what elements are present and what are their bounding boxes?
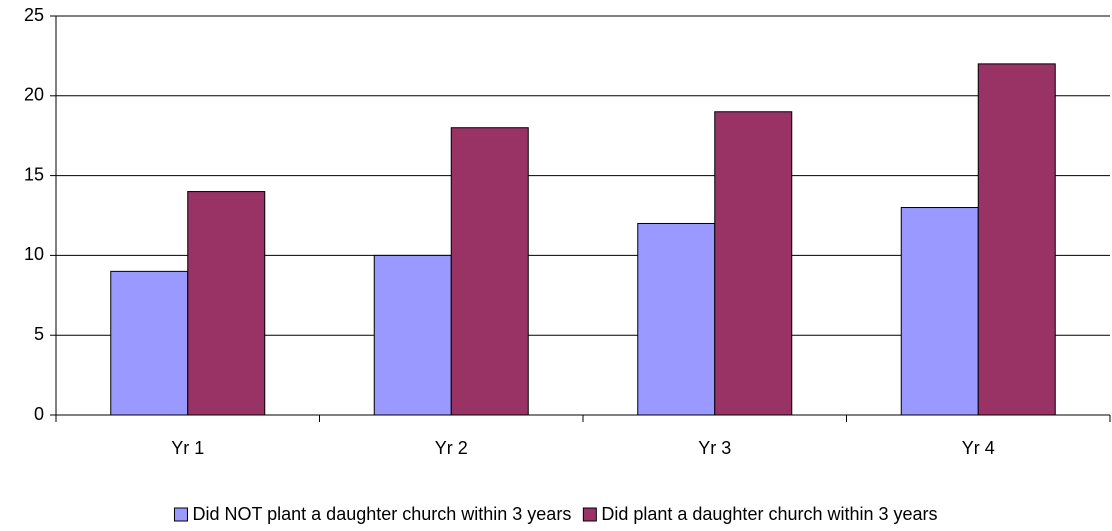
- bar: [450, 127, 529, 416]
- x-tick-label: Yr 4: [962, 438, 995, 458]
- y-tick-label: 0: [34, 404, 44, 424]
- y-tick-label: 10: [24, 244, 44, 264]
- y-tick-label: 25: [24, 5, 44, 25]
- bar: [900, 207, 979, 416]
- x-tick-label: Yr 1: [171, 438, 204, 458]
- x-tick-label: Yr 2: [435, 438, 468, 458]
- y-tick-label: 20: [24, 85, 44, 105]
- y-tick-label: 5: [34, 324, 44, 344]
- bar: [714, 111, 793, 416]
- legend-swatch: [173, 507, 188, 522]
- legend-label: Did NOT plant a daughter church within 3…: [192, 504, 571, 524]
- y-tick-label: 15: [24, 164, 44, 184]
- bar: [187, 191, 266, 416]
- x-tick-label: Yr 3: [698, 438, 731, 458]
- bar: [373, 254, 452, 416]
- bar: [977, 63, 1056, 416]
- bar: [637, 222, 716, 416]
- legend-swatch: [582, 507, 597, 522]
- legend-label: Did plant a daughter church within 3 yea…: [601, 504, 937, 524]
- bar: [110, 270, 189, 416]
